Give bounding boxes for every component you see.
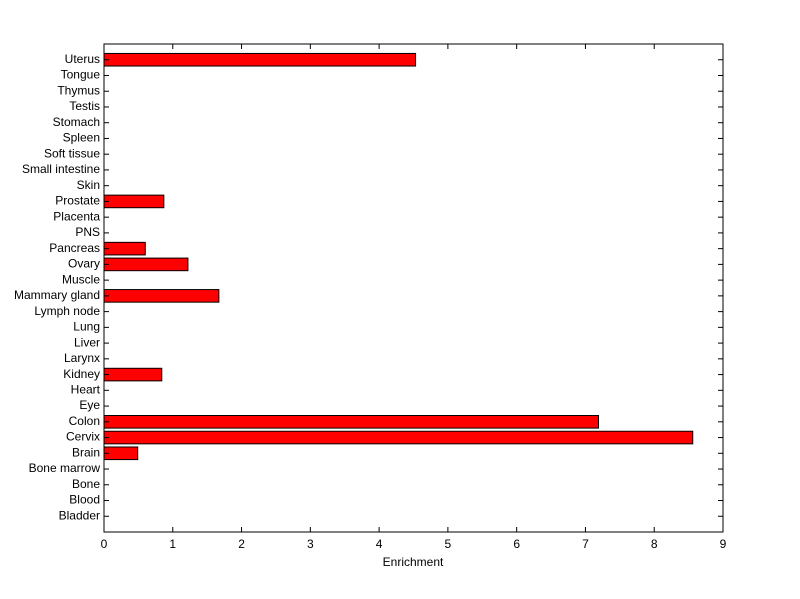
y-tick-label: Eye [79,398,100,412]
x-tick-label: 2 [238,537,245,551]
y-tick-label: Soft tissue [44,146,100,160]
bar [103,257,189,272]
y-tick-label: Prostate [55,194,100,208]
bar [103,367,163,382]
plot-frame [103,43,724,533]
bar [103,289,220,303]
y-tick-label: Colon [69,414,100,428]
y-tick-label: Liver [74,335,100,349]
y-tick-label: Larynx [64,351,100,365]
y-tick-label: Testis [69,99,100,113]
y-tick-label: Cervix [66,430,100,444]
x-axis-label: Enrichment [383,555,444,569]
y-tick-label: Blood [69,493,100,507]
x-tick-label: 6 [513,537,520,551]
y-tick-label: Skin [77,178,100,192]
y-tick-label: Bladder [59,508,100,522]
y-tick-label: Uterus [65,52,100,66]
bar [103,52,417,67]
y-tick-label: Mammary gland [14,288,100,302]
bar [103,415,600,429]
x-tick-label: 8 [651,537,658,551]
y-tick-label: Lymph node [34,304,100,318]
x-tick-label: 0 [101,537,108,551]
y-tick-label: Small intestine [22,162,100,176]
y-tick-label: Heart [71,382,101,396]
bar [103,430,694,445]
x-tick-label: 9 [720,537,727,551]
x-tick-label: 7 [582,537,589,551]
bar [103,241,146,256]
y-tick-label: Brain [72,445,100,459]
y-tick-label: Placenta [53,209,100,223]
bar [103,194,165,209]
y-tick-label: Tongue [61,68,101,82]
y-tick-label: Ovary [68,257,100,271]
y-tick-label: Kidney [63,367,100,381]
x-tick-label: 4 [376,537,383,551]
y-tick-label: Thymus [57,83,100,97]
y-tick-label: Bone marrow [29,461,101,475]
y-tick-label: PNS [75,225,100,239]
y-tick-label: Stomach [53,115,100,129]
x-tick-label: 1 [169,537,176,551]
x-tick-label: 3 [307,537,314,551]
y-tick-label: Pancreas [49,241,100,255]
x-tick-label: 5 [445,537,452,551]
bar [103,446,139,461]
y-tick-label: Muscle [62,272,100,286]
y-tick-label: Bone [72,477,100,491]
y-tick-label: Lung [73,320,100,334]
y-tick-label: Spleen [63,131,100,145]
